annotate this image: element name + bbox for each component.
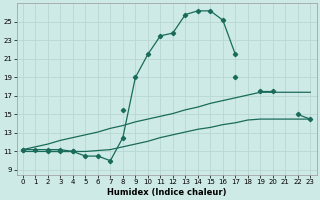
X-axis label: Humidex (Indice chaleur): Humidex (Indice chaleur) — [107, 188, 226, 197]
